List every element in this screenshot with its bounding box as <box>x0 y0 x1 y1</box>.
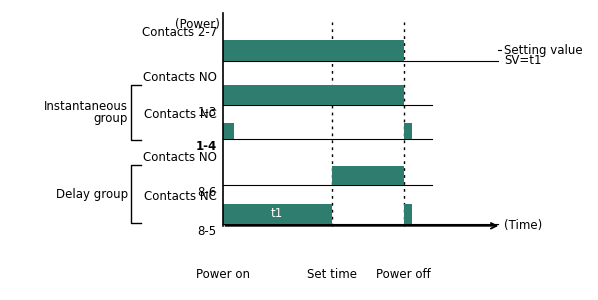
Text: Set time: Set time <box>307 268 357 281</box>
Text: group: group <box>93 112 128 124</box>
Bar <box>222 85 404 105</box>
Bar <box>222 122 234 139</box>
Text: (Power): (Power) <box>175 18 219 31</box>
Text: Contacts NO: Contacts NO <box>143 71 217 84</box>
Bar <box>222 40 404 61</box>
Text: t1: t1 <box>271 207 283 220</box>
Text: 8-5: 8-5 <box>198 225 217 238</box>
Text: Power on: Power on <box>196 268 249 281</box>
Text: Delay group: Delay group <box>56 188 128 201</box>
Text: (Time): (Time) <box>504 219 542 232</box>
Bar <box>222 204 332 224</box>
Text: 1-4: 1-4 <box>196 140 217 153</box>
Text: Contacts NC: Contacts NC <box>144 190 217 203</box>
Text: 1-3: 1-3 <box>197 106 217 119</box>
Text: 8-6: 8-6 <box>197 186 217 200</box>
Text: Setting value: Setting value <box>504 44 582 57</box>
Text: Contacts NO: Contacts NO <box>143 151 217 164</box>
Text: SV=t1: SV=t1 <box>504 54 542 67</box>
Bar <box>404 122 412 139</box>
Text: Instantaneous: Instantaneous <box>44 100 128 113</box>
Bar <box>332 166 404 185</box>
Text: Power off: Power off <box>376 268 431 281</box>
Text: Contacts 2-7: Contacts 2-7 <box>142 26 217 38</box>
Text: Contacts NC: Contacts NC <box>144 108 217 121</box>
Bar <box>404 204 412 224</box>
